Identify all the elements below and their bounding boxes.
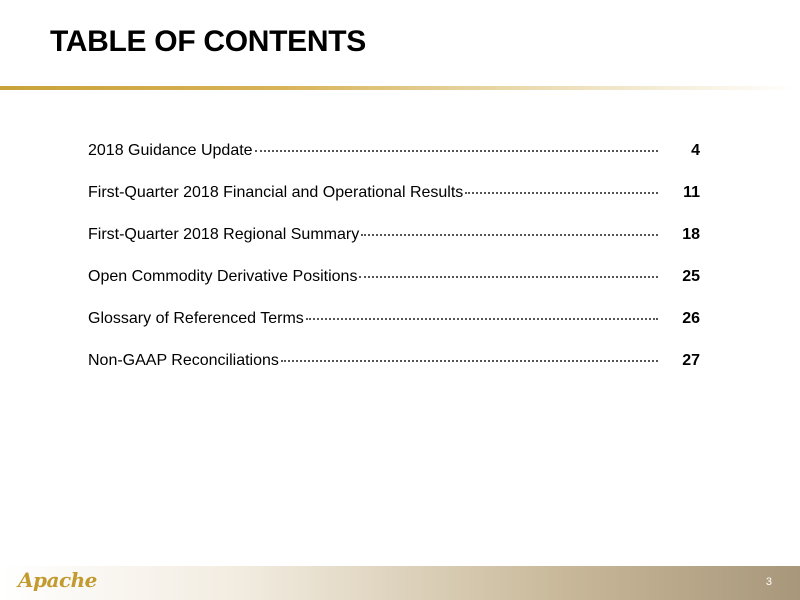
toc-item[interactable]: First-Quarter 2018 Regional Summary 18 [88, 226, 700, 268]
toc-item-page: 18 [682, 226, 700, 243]
toc-item[interactable]: 2018 Guidance Update 4 [88, 142, 700, 184]
toc-item[interactable]: Non-GAAP Reconciliations 27 [88, 352, 700, 394]
toc-item-label: First-Quarter 2018 Financial and Operati… [88, 184, 464, 201]
title-divider [0, 86, 800, 90]
toc-item-label: Non-GAAP Reconciliations [88, 352, 279, 369]
table-of-contents: 2018 Guidance Update 4 First-Quarter 201… [88, 142, 700, 394]
dot-leader [465, 191, 658, 194]
toc-item[interactable]: Open Commodity Derivative Positions 25 [88, 268, 700, 310]
toc-item[interactable]: First-Quarter 2018 Financial and Operati… [88, 184, 700, 226]
footer-bar [0, 566, 800, 600]
page-title: TABLE OF CONTENTS [50, 25, 366, 58]
toc-item-page: 26 [682, 310, 700, 327]
dot-leader [254, 149, 658, 152]
dot-leader [361, 233, 658, 236]
toc-item-page: 4 [691, 142, 700, 159]
toc-item-label: 2018 Guidance Update [88, 142, 253, 159]
toc-item[interactable]: Glossary of Referenced Terms 26 [88, 310, 700, 352]
toc-item-label: Open Commodity Derivative Positions [88, 268, 358, 285]
page-number: 3 [765, 576, 772, 588]
toc-item-page: 11 [683, 184, 700, 201]
toc-item-page: 27 [682, 352, 700, 369]
toc-item-label: Glossary of Referenced Terms [88, 310, 304, 327]
dot-leader [305, 317, 658, 320]
dot-leader [280, 359, 658, 362]
company-logo: Apache [18, 568, 97, 592]
dot-leader [359, 275, 658, 278]
toc-item-page: 25 [682, 268, 700, 285]
toc-item-label: First-Quarter 2018 Regional Summary [88, 226, 360, 243]
